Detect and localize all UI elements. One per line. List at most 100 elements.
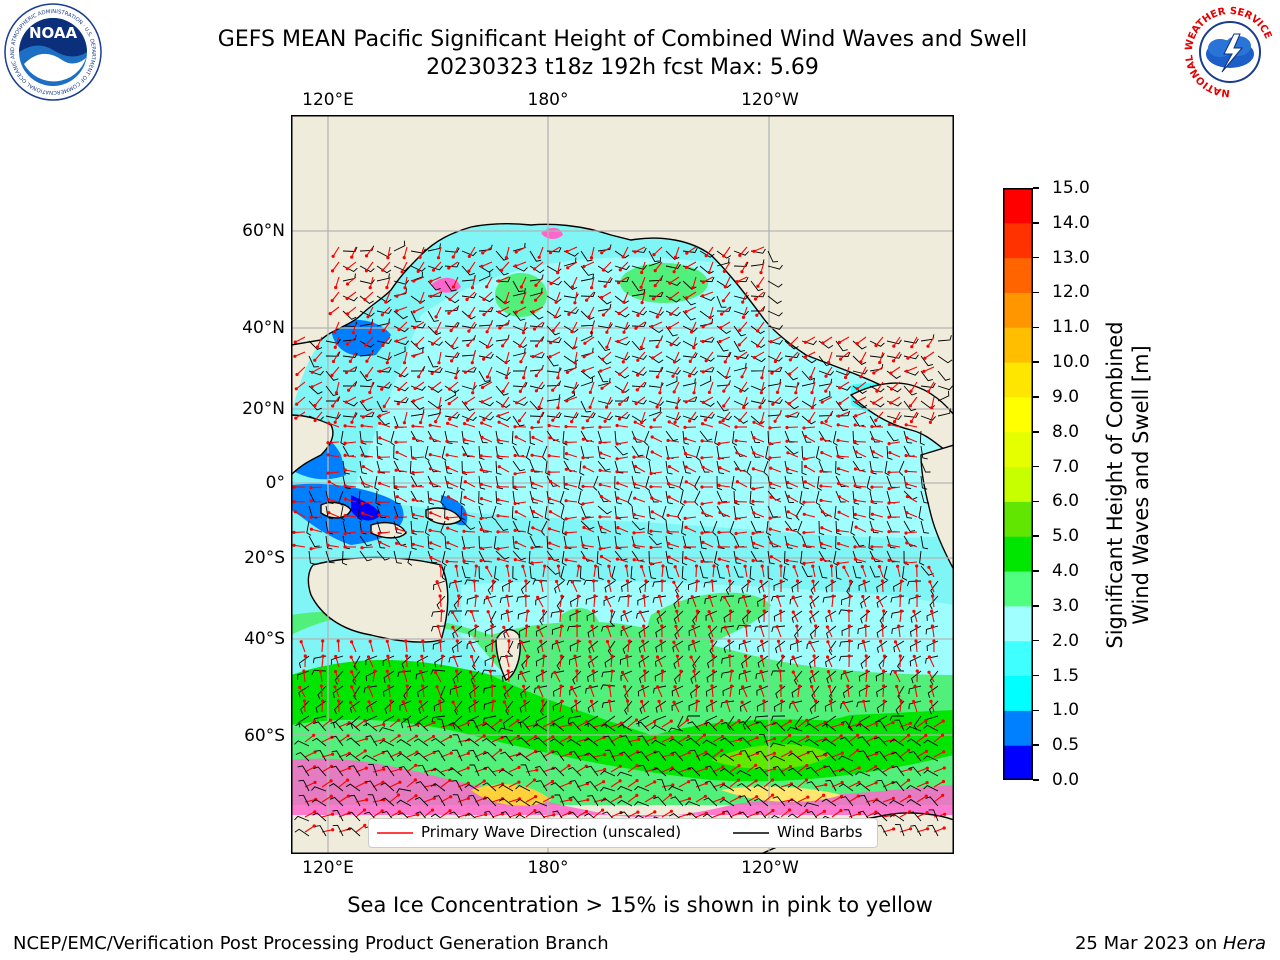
wind-barb bbox=[750, 415, 765, 425]
colorbar-tick-mark bbox=[1033, 535, 1039, 537]
wave-direction-arrow bbox=[661, 810, 672, 818]
wave-direction-arrowhead bbox=[928, 420, 933, 424]
wave-direction-arrow bbox=[498, 276, 510, 282]
wave-direction-arrowhead bbox=[912, 654, 916, 658]
wave-direction-arrow bbox=[875, 336, 884, 346]
wave-direction-arrowhead bbox=[295, 402, 299, 406]
wind-barb bbox=[705, 765, 718, 777]
wave-direction-arrow bbox=[559, 724, 571, 728]
wind-barb bbox=[501, 735, 514, 747]
wave-direction-arrow bbox=[396, 336, 408, 342]
wave-direction-arrow bbox=[701, 531, 714, 534]
wind-barb bbox=[720, 700, 735, 708]
wave-direction-arrow bbox=[661, 670, 664, 683]
wind-barb bbox=[325, 385, 339, 397]
wave-direction-arrowhead bbox=[701, 370, 705, 374]
wind-barb bbox=[298, 715, 310, 728]
wave-direction-arrowhead bbox=[429, 279, 433, 283]
wave-direction-arrow bbox=[905, 531, 918, 534]
wave-direction-arrowhead bbox=[550, 779, 555, 784]
wave-direction-arrowhead bbox=[490, 684, 494, 688]
wind-barb bbox=[297, 765, 310, 777]
wind-barb bbox=[376, 339, 392, 345]
wave-direction-arrowhead bbox=[362, 808, 367, 812]
wave-direction-arrow bbox=[736, 440, 748, 443]
wave-direction-arrow bbox=[600, 452, 612, 458]
wave-direction-arrowhead bbox=[660, 579, 664, 583]
wave-direction-arrow bbox=[403, 671, 408, 683]
wind-barb bbox=[359, 318, 374, 327]
wind-barb bbox=[332, 809, 344, 822]
wave-direction-arrowhead bbox=[819, 498, 823, 502]
wave-direction-arrow bbox=[345, 454, 357, 458]
wave-direction-arrow bbox=[576, 765, 587, 773]
wind-barb bbox=[738, 685, 752, 695]
wind-barb bbox=[722, 685, 735, 696]
wind-barb bbox=[563, 413, 579, 419]
wave-direction-arrowhead bbox=[779, 579, 783, 583]
wind-barb bbox=[906, 784, 922, 792]
wind-barb bbox=[313, 766, 327, 777]
wave-direction-arrowhead bbox=[330, 373, 334, 377]
wind-barb bbox=[607, 640, 616, 656]
wave-direction-arrowhead bbox=[656, 685, 660, 689]
wind-barb bbox=[902, 565, 908, 581]
wave-direction-arrowhead bbox=[368, 390, 372, 395]
wave-direction-arrowhead bbox=[436, 256, 441, 260]
wind-barb bbox=[345, 783, 361, 792]
wave-direction-arrowhead bbox=[377, 513, 381, 517]
wave-direction-arrow bbox=[402, 701, 408, 713]
wave-direction-arrowhead bbox=[603, 767, 607, 772]
wave-direction-arrowhead bbox=[819, 542, 824, 546]
wind-barb bbox=[906, 726, 922, 732]
wave-direction-arrowhead bbox=[684, 265, 688, 269]
wind-barb bbox=[376, 535, 386, 549]
wave-direction-arrow bbox=[916, 720, 927, 728]
wind-barb bbox=[876, 640, 888, 653]
wind-barb bbox=[410, 265, 426, 272]
wave-direction-arrow bbox=[311, 546, 323, 550]
wind-barb bbox=[342, 381, 358, 387]
wind-barb bbox=[716, 306, 732, 312]
wave-direction-arrowhead bbox=[397, 387, 401, 392]
wind-barb bbox=[461, 460, 468, 476]
wave-direction-arrowhead bbox=[738, 328, 742, 332]
wave-direction-arrow bbox=[652, 511, 663, 518]
wave-direction-arrow bbox=[440, 796, 451, 803]
wave-direction-arrowhead bbox=[730, 684, 734, 688]
wave-direction-arrow bbox=[907, 351, 918, 359]
wind-barb bbox=[681, 520, 687, 536]
wave-direction-arrow bbox=[413, 543, 425, 548]
wave-direction-arrowhead bbox=[910, 345, 914, 349]
wave-direction-arrowhead bbox=[836, 561, 840, 565]
colorbar-band bbox=[1003, 327, 1033, 363]
wind-barb bbox=[835, 565, 842, 580]
wave-direction-arrowhead bbox=[809, 375, 813, 379]
wave-direction-arrow bbox=[661, 784, 673, 788]
wind-barb bbox=[826, 670, 837, 684]
wave-direction-arrowhead bbox=[734, 531, 738, 536]
wave-direction-arrowhead bbox=[598, 441, 602, 445]
wave-direction-arrowhead bbox=[462, 512, 466, 516]
wave-direction-arrowhead bbox=[874, 810, 878, 814]
wave-direction-arrow bbox=[702, 541, 714, 548]
wave-direction-arrow bbox=[321, 765, 332, 773]
wave-direction-arrow bbox=[314, 411, 323, 421]
wind-barb bbox=[801, 565, 813, 578]
wind-barb bbox=[597, 520, 607, 534]
colorbar-tick-label: 2.0 bbox=[1052, 630, 1080, 651]
wave-direction-arrow bbox=[382, 261, 391, 271]
wind-barb bbox=[580, 520, 595, 530]
wave-direction-arrow bbox=[486, 596, 493, 608]
wind-barb bbox=[312, 737, 327, 747]
wind-barb bbox=[636, 610, 650, 619]
wind-barb bbox=[733, 250, 749, 256]
wind-barb bbox=[551, 640, 565, 650]
wave-direction-arrowhead bbox=[531, 355, 535, 359]
wave-direction-arrowhead bbox=[539, 639, 543, 643]
wind-barb bbox=[725, 580, 735, 595]
wind-barb bbox=[414, 752, 429, 762]
wind-barb bbox=[860, 655, 871, 669]
wave-direction-arrowhead bbox=[485, 375, 490, 379]
wind-barb bbox=[365, 670, 378, 682]
